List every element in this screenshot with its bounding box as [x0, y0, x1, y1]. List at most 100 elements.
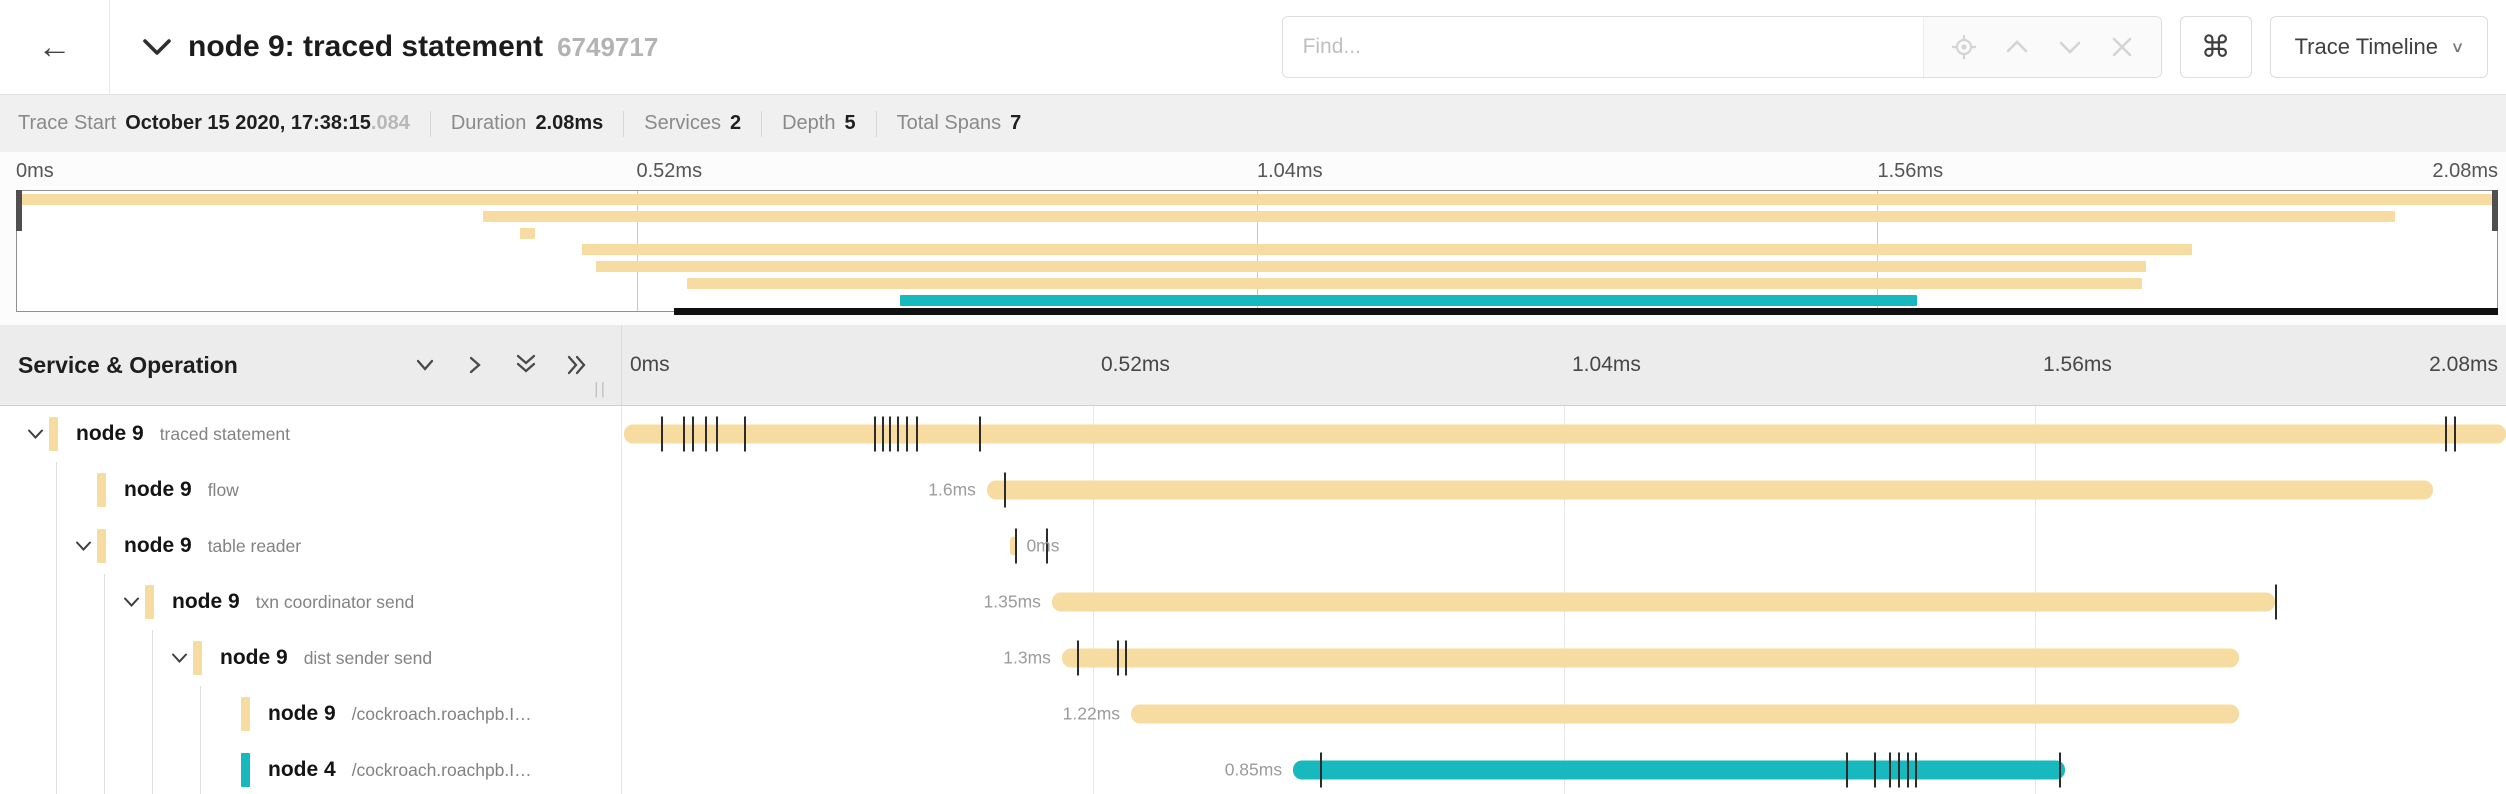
indent-guide	[56, 742, 57, 794]
service-name: node 9 table reader	[124, 534, 302, 557]
span-log-tick[interactable]	[660, 416, 663, 452]
minimap-tick-label: 0ms	[16, 160, 54, 182]
operation-name: /cockroach.roachpb.I…	[351, 760, 532, 780]
span-tree-cell[interactable]: node 9/cockroach.roachpb.I…	[0, 686, 622, 742]
span-log-tick[interactable]	[905, 416, 908, 452]
span-log-tick[interactable]	[1888, 752, 1891, 788]
trace-row[interactable]: node 9 flow 1.6ms	[0, 462, 2506, 518]
trace-collapse-toggle[interactable]	[142, 38, 172, 57]
duration-value: 2.08ms	[535, 112, 604, 134]
minimap-tick-label: 1.04ms	[1257, 160, 1323, 182]
timeline-header: Service & Operation || 0ms 0.52ms 1.04ms 1.…	[0, 325, 2506, 406]
trace-row[interactable]: node 9 table reader 0ms	[0, 518, 2506, 574]
span-log-tick[interactable]	[888, 416, 891, 452]
span-log-tick[interactable]	[744, 416, 747, 452]
span-log-tick[interactable]	[1320, 752, 1323, 788]
span-log-tick[interactable]	[1125, 640, 1128, 676]
span-bar[interactable]	[1131, 704, 2240, 724]
minimap-span-bar	[483, 210, 2396, 222]
span-tree-cell[interactable]: node 9 flow	[0, 462, 622, 518]
span-log-tick[interactable]	[2058, 752, 2061, 788]
span-log-tick[interactable]	[1004, 472, 1007, 508]
expand-all-icon[interactable]	[565, 352, 591, 378]
trace-row[interactable]: node 4/cockroach.roachpb.I… 0.85ms	[0, 742, 2506, 794]
operation-name: flow	[207, 480, 239, 500]
span-rows: node 9 traced statement node 9 flow 1.6ms nod…	[0, 406, 2506, 794]
trace-row[interactable]: node 9/cockroach.roachpb.I… 1.22ms	[0, 686, 2506, 742]
span-timeline-cell[interactable]: 0.85ms	[622, 742, 2506, 794]
clear-search-icon[interactable]	[2110, 35, 2134, 59]
span-log-tick[interactable]	[1076, 640, 1079, 676]
span-timeline-cell[interactable]: 0ms	[622, 518, 2506, 574]
span-log-tick[interactable]	[915, 416, 918, 452]
find-input[interactable]	[1282, 17, 1923, 77]
view-selector-button[interactable]: Trace Timeline ∨	[2269, 16, 2488, 78]
prev-match-icon[interactable]	[2004, 34, 2030, 60]
span-log-tick[interactable]	[881, 416, 884, 452]
keyboard-shortcuts-button[interactable]: ⌘	[2179, 16, 2252, 78]
span-log-tick[interactable]	[979, 416, 982, 452]
span-bar[interactable]	[1009, 536, 1018, 556]
span-log-tick[interactable]	[1873, 752, 1876, 788]
span-tree-cell[interactable]: node 9 table reader	[0, 518, 622, 574]
span-bar[interactable]	[1051, 592, 2275, 612]
indent-guide	[104, 742, 105, 794]
expand-one-icon[interactable]	[463, 353, 487, 377]
span-tree-cell[interactable]: node 9 traced statement	[0, 406, 622, 462]
collapse-all-icon[interactable]	[513, 352, 539, 378]
span-log-tick[interactable]	[716, 416, 718, 452]
timeline-gridline	[1093, 742, 1094, 794]
collapse-one-icon[interactable]	[413, 353, 437, 377]
minimap-left-scrubber-handle[interactable]	[16, 190, 22, 231]
span-log-tick[interactable]	[1898, 752, 1901, 788]
span-log-tick[interactable]	[2454, 416, 2456, 452]
span-log-tick[interactable]	[705, 416, 708, 452]
total-spans-value: 7	[1010, 112, 1022, 134]
timeline-tick-label: 1.04ms	[1572, 353, 1641, 376]
span-log-tick[interactable]	[2275, 584, 2278, 620]
minimap-span-bar	[520, 227, 536, 239]
minimap-range-bar[interactable]	[674, 308, 2498, 315]
span-log-tick[interactable]	[874, 416, 877, 452]
span-log-tick[interactable]	[897, 416, 900, 452]
expand-collapse-controls	[413, 352, 591, 378]
span-timeline-cell[interactable]: 1.22ms	[622, 686, 2506, 742]
span-log-tick[interactable]	[1116, 640, 1119, 676]
span-log-tick[interactable]	[1015, 528, 1017, 564]
span-log-tick[interactable]	[1046, 528, 1049, 564]
span-log-tick[interactable]	[683, 416, 686, 452]
back-button[interactable]: ←	[0, 0, 110, 94]
span-timeline-cell[interactable]: 1.3ms	[622, 630, 2506, 686]
span-log-tick[interactable]	[2444, 416, 2447, 452]
span-timeline-cell[interactable]: 1.6ms	[622, 462, 2506, 518]
row-expander-icon[interactable]	[25, 424, 46, 445]
trace-row[interactable]: node 9 traced statement	[0, 406, 2506, 462]
span-timeline-cell[interactable]	[622, 406, 2506, 462]
span-tree-cell[interactable]: node 9 dist sender send	[0, 630, 622, 686]
service-color-block	[97, 529, 106, 563]
trace-start: Trace Start October 15 2020, 17:38:15.08…	[18, 112, 410, 135]
span-log-tick[interactable]	[692, 416, 695, 452]
next-match-icon[interactable]	[2057, 34, 2083, 60]
divider	[429, 110, 431, 137]
row-expander-icon[interactable]	[73, 536, 94, 557]
minimap-right-scrubber-handle[interactable]	[2492, 190, 2498, 231]
trace-row[interactable]: node 9 txn coordinator send 1.35ms	[0, 574, 2506, 630]
span-bar[interactable]	[1293, 760, 2066, 780]
span-bar[interactable]	[1061, 648, 2240, 668]
span-bar[interactable]	[624, 424, 2506, 444]
span-tree-cell[interactable]: node 4/cockroach.roachpb.I…	[0, 742, 622, 794]
row-expander-icon[interactable]	[169, 648, 190, 669]
row-expander-icon[interactable]	[121, 592, 142, 613]
span-timeline-cell[interactable]: 1.35ms	[622, 574, 2506, 630]
minimap-graph[interactable]	[16, 190, 2498, 315]
span-tree-cell[interactable]: node 9 txn coordinator send	[0, 574, 622, 630]
locate-match-icon[interactable]	[1951, 34, 1977, 60]
span-log-tick[interactable]	[1846, 752, 1849, 788]
span-bar[interactable]	[986, 480, 2433, 500]
trace-row[interactable]: node 9 dist sender send 1.3ms	[0, 630, 2506, 686]
span-log-tick[interactable]	[1906, 752, 1909, 788]
service-color-block	[241, 697, 250, 731]
column-resize-grip[interactable]: ||	[594, 379, 607, 398]
span-log-tick[interactable]	[1914, 752, 1917, 788]
